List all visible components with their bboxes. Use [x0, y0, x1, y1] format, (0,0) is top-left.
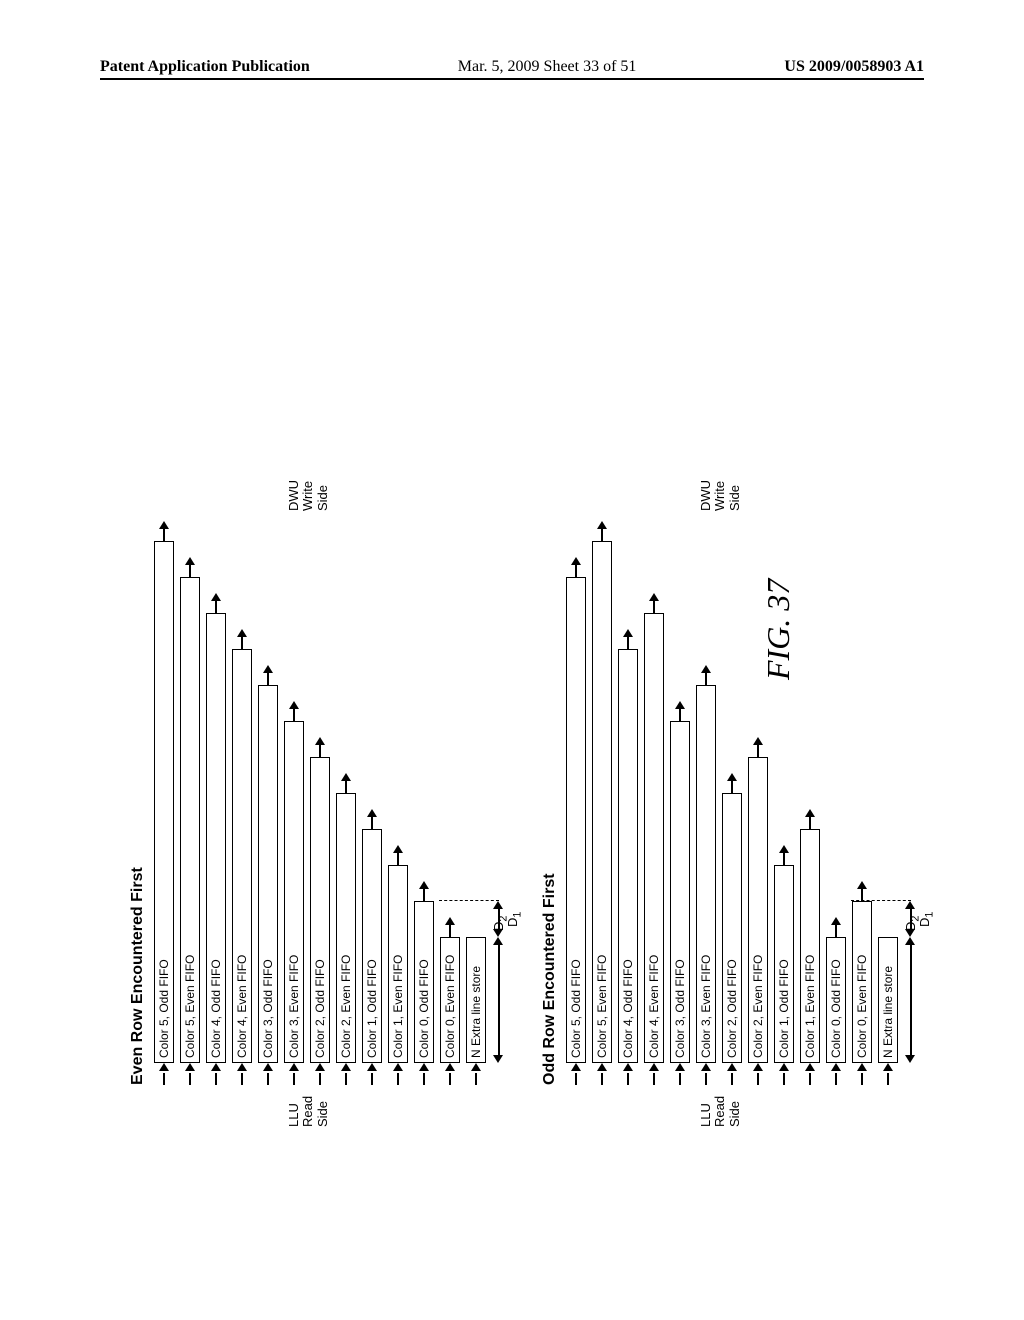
fifo-box: Color 3, Even FIFO: [284, 721, 304, 1063]
dim-d2-label: D2: [903, 916, 922, 931]
fifo-box: Color 5, Even FIFO: [180, 577, 200, 1063]
fifo-box: Color 2, Even FIFO: [336, 793, 356, 1063]
fifo-box: Color 2, Even FIFO: [748, 757, 768, 1063]
extra-line-store-box: N Extra line store: [878, 937, 898, 1063]
fifo-box: Color 2, Odd FIFO: [722, 793, 742, 1063]
fifo-row: Color 3, Odd FIFO: [255, 105, 281, 1085]
fifo-box: Color 5, Odd FIFO: [566, 577, 586, 1063]
fifo-box: Color 4, Odd FIFO: [206, 613, 226, 1063]
publication-number: US 2009/0058903 A1: [784, 58, 924, 76]
fifo-box: Color 5, Even FIFO: [592, 541, 612, 1063]
fifo-row: Color 0, Even FIFO: [849, 105, 875, 1085]
page-header: Patent Application Publication Mar. 5, 2…: [100, 58, 924, 80]
fifo-box: Color 1, Even FIFO: [800, 829, 820, 1063]
section-title: Even Row Encountered First: [129, 105, 147, 1085]
fifo-row: Color 4, Odd FIFO: [203, 105, 229, 1085]
extra-line-store-box: N Extra line store: [466, 937, 486, 1063]
section-title: Odd Row Encountered First: [541, 105, 559, 1085]
llu-label: LLU Read Side: [699, 1096, 742, 1127]
fifo-box: Color 1, Even FIFO: [388, 865, 408, 1063]
fifo-box: Color 5, Odd FIFO: [154, 541, 174, 1063]
fifo-row: Color 4, Odd FIFO: [615, 105, 641, 1085]
fifo-box: Color 4, Even FIFO: [232, 649, 252, 1063]
dimension-markers: D1D2: [903, 105, 933, 1085]
fifo-row: Color 2, Odd FIFO: [307, 105, 333, 1085]
fifo-row: Color 4, Even FIFO: [229, 105, 255, 1085]
diagram: Even Row Encountered First Color 5, Odd F…: [129, 105, 933, 1085]
fifo-box: Color 3, Odd FIFO: [670, 721, 690, 1063]
dim-d2-label: D2: [491, 916, 510, 931]
fifo-box: Color 0, Odd FIFO: [414, 901, 434, 1063]
dimension-markers: D1D2: [491, 105, 521, 1085]
fifo-row: Color 1, Even FIFO: [797, 105, 823, 1085]
fifo-row: Color 1, Even FIFO: [385, 105, 411, 1085]
fifo-row: Color 5, Even FIFO: [177, 105, 203, 1085]
fifo-row: Color 1, Odd FIFO: [359, 105, 385, 1085]
fifo-box: Color 3, Even FIFO: [696, 685, 716, 1063]
fifo-box: Color 0, Odd FIFO: [826, 937, 846, 1063]
fifo-row: Color 0, Odd FIFO: [823, 105, 849, 1085]
fifo-row: Color 5, Even FIFO: [589, 105, 615, 1085]
dwu-label: DWU Write Side: [699, 480, 742, 511]
fifo-row: Color 0, Even FIFO: [437, 105, 463, 1085]
fifo-row: Color 5, Odd FIFO: [151, 105, 177, 1085]
fifo-row: Color 3, Odd FIFO: [667, 105, 693, 1085]
fifo-row: Color 0, Odd FIFO: [411, 105, 437, 1085]
fifo-row: Color 4, Even FIFO: [641, 105, 667, 1085]
fifo-box: Color 4, Even FIFO: [644, 613, 664, 1063]
figure-container: Even Row Encountered First Color 5, Odd F…: [125, 105, 953, 1085]
fifo-row: Color 2, Odd FIFO: [719, 105, 745, 1085]
fifo-row: Color 3, Even FIFO: [693, 105, 719, 1085]
extra-line-row: N Extra line store: [875, 105, 901, 1085]
fifo-box: Color 4, Odd FIFO: [618, 649, 638, 1063]
llu-label: LLU Read Side: [287, 1096, 330, 1127]
publication-label: Patent Application Publication: [100, 58, 310, 76]
fifo-box: Color 0, Even FIFO: [440, 937, 460, 1063]
dwu-label: DWU Write Side: [287, 480, 330, 511]
fifo-box: Color 0, Even FIFO: [852, 901, 872, 1063]
fifo-box: Color 1, Odd FIFO: [362, 829, 382, 1063]
fifo-row: Color 3, Even FIFO: [281, 105, 307, 1085]
publication-date: Mar. 5, 2009 Sheet 33 of 51: [458, 58, 637, 76]
figure-caption: FIG. 37: [760, 579, 797, 680]
fifo-box: Color 3, Odd FIFO: [258, 685, 278, 1063]
fifo-box: Color 2, Odd FIFO: [310, 757, 330, 1063]
fifo-box: Color 1, Odd FIFO: [774, 865, 794, 1063]
fifo-row: Color 2, Even FIFO: [333, 105, 359, 1085]
extra-line-row: N Extra line store: [463, 105, 489, 1085]
fifo-row: Color 5, Odd FIFO: [563, 105, 589, 1085]
